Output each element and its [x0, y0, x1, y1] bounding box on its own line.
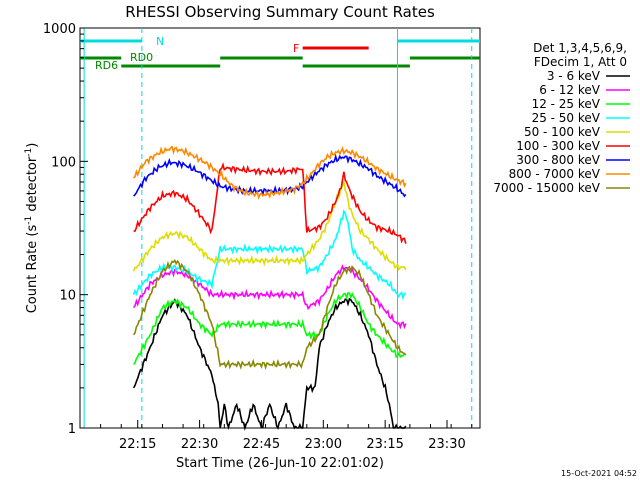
- legend-label: 300 - 800 keV: [516, 153, 600, 167]
- series-line-8: [132, 259, 407, 371]
- series-line-6: [133, 153, 407, 198]
- y-tick-label: 1: [68, 422, 76, 437]
- plot-area: N F RD6 RD0: [79, 27, 481, 431]
- series-line-3: [132, 209, 407, 301]
- series-line-7: [133, 145, 407, 200]
- timestamp: 15-Oct-2021 04:52: [561, 469, 637, 478]
- x-tick-label: 23:00: [305, 437, 342, 452]
- y-tick-label: 100: [51, 155, 76, 170]
- x-tick-label: 22:45: [243, 437, 280, 452]
- rd6-label: RD6: [95, 59, 118, 72]
- x-axis-ticks: 22:15 22:30 22:45 23:00 23:15 23:30: [79, 420, 473, 452]
- series-line-5: [133, 162, 407, 244]
- status-bars: [80, 39, 480, 68]
- legend-label: 25 - 50 keV: [532, 111, 601, 125]
- x-tick-label: 22:30: [181, 437, 218, 452]
- x-tick-label: 22:15: [119, 437, 156, 452]
- chart-title: RHESSI Observing Summary Count Rates: [125, 3, 435, 21]
- series-line-1: [132, 264, 407, 330]
- rd0-label: RD0: [130, 51, 153, 64]
- series-lines: [132, 145, 407, 431]
- legend-label: 100 - 300 keV: [516, 139, 600, 153]
- flare-label: F: [293, 42, 299, 55]
- night-label: N: [156, 35, 164, 48]
- series-line-2: [133, 291, 407, 365]
- legend: Det 1,3,4,5,6,9, FDecim 1, Att 0 3 - 6 k…: [493, 41, 630, 195]
- x-tick-label: 23:15: [366, 437, 403, 452]
- plot-frame: [79, 27, 481, 429]
- legend-label: 12 - 25 keV: [532, 97, 601, 111]
- legend-label: 800 - 7000 keV: [509, 167, 601, 181]
- y-axis-label: Count Rate (s-1 detector-1): [24, 143, 40, 314]
- y-axis-ticks: 1 10 100 1000: [43, 22, 88, 437]
- series-line-4: [132, 181, 407, 272]
- legend-title-line1: Det 1,3,4,5,6,9,: [533, 41, 627, 55]
- x-tick-label: 23:30: [428, 437, 465, 452]
- y-tick-label: 10: [59, 289, 76, 304]
- legend-title-line2: FDecim 1, Att 0: [534, 55, 627, 69]
- x-axis-label: Start Time (26-Jun-10 22:01:02): [176, 456, 384, 471]
- time-markers: [83, 28, 473, 428]
- legend-label: 3 - 6 keV: [547, 69, 601, 83]
- y-tick-label: 1000: [43, 22, 76, 37]
- legend-label: 7000 - 15000 keV: [493, 181, 600, 195]
- legend-label: 50 - 100 keV: [524, 125, 601, 139]
- legend-label: 6 - 12 keV: [539, 83, 601, 97]
